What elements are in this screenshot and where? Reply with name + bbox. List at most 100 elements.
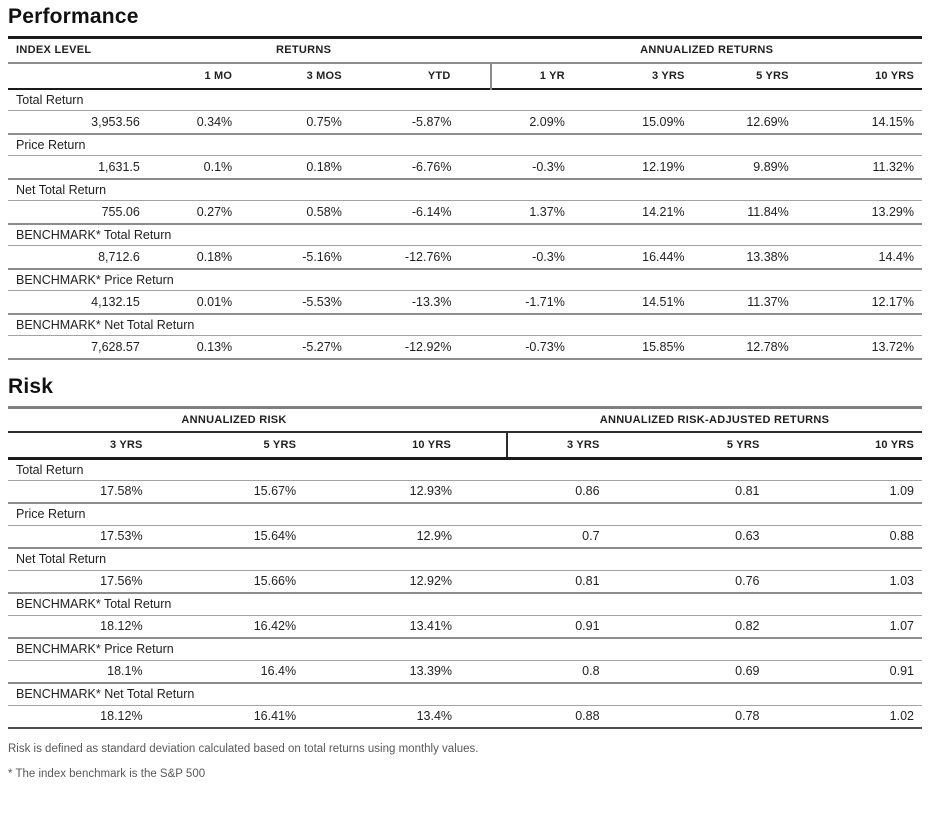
index-level-value: 8,712.6: [8, 245, 148, 270]
table-row-label: BENCHMARK* Total Return: [8, 223, 922, 246]
cell-value: 0.78: [607, 705, 768, 729]
row-group-label: Net Total Return: [8, 548, 922, 571]
cell-value: 14.15%: [796, 110, 922, 135]
table-row-label: BENCHMARK* Price Return: [8, 638, 922, 661]
cell-value: 0.18%: [240, 155, 350, 180]
cell-value: 9.89%: [692, 155, 797, 180]
cell-value: 18.12%: [8, 705, 151, 729]
performance-table: INDEX LEVEL RETURNS ANNUALIZED RETURNS 1…: [8, 36, 922, 360]
benchmark-footnote: * The index benchmark is the S&P 500: [8, 768, 206, 780]
cell-value: 0.88: [767, 525, 922, 549]
cell-value: 0.8: [507, 660, 608, 684]
factsheet-page: Performance INDEX LEVEL RETURNS ANNUALIZ…: [8, 5, 922, 781]
risk-period-header-row: 3 YRS 5 YRS 10 YRS 3 YRS 5 YRS 10 YRS: [8, 432, 922, 458]
col-header-risk-5yrs: 5 YRS: [263, 438, 297, 451]
col-header-radj-5yrs: 5 YRS: [726, 438, 760, 451]
index-level-value: 755.06: [8, 200, 148, 225]
table-row-values: 18.12% 16.42% 13.41% 0.91 0.82 1.07: [8, 615, 922, 639]
col-header-5yrs: 5 YRS: [756, 69, 789, 82]
cell-value: 0.91: [507, 615, 608, 639]
cell-value: 12.69%: [692, 110, 797, 135]
cell-value: 18.12%: [8, 615, 151, 639]
cell-value: 1.09: [767, 480, 922, 504]
cell-value: 16.4%: [150, 660, 305, 684]
col-header-3yrs: 3 YRS: [651, 69, 685, 82]
table-row-label: Total Return: [8, 458, 922, 481]
cell-value: 15.66%: [150, 570, 305, 594]
cell-value: -6.14%: [349, 200, 492, 225]
risk-group-header-row: ANNUALIZED RISK ANNUALIZED RISK-ADJUSTED…: [8, 407, 922, 432]
cell-value: 0.81: [607, 480, 768, 504]
cell-value: -5.53%: [240, 290, 350, 315]
annualized-risk-group-header: ANNUALIZED RISK: [181, 413, 287, 426]
cell-value: 1.07: [767, 615, 922, 639]
cell-value: 13.72%: [796, 335, 922, 360]
table-row-values: 18.12% 16.41% 13.4% 0.88 0.78 1.02: [8, 705, 922, 729]
col-header-ytd: YTD: [427, 69, 451, 82]
footnotes-section: Risk is defined as standard deviation ca…: [8, 742, 922, 781]
cell-value: 0.91: [767, 660, 922, 684]
table-row-values: 17.58% 15.67% 12.93% 0.86 0.81 1.09: [8, 480, 922, 504]
cell-value: 0.1%: [147, 155, 241, 180]
row-group-label: Total Return: [8, 88, 922, 111]
cell-value: 12.17%: [796, 290, 922, 315]
index-level-value: 4,132.15: [8, 290, 148, 315]
row-group-label: Price Return: [8, 133, 922, 156]
performance-period-header-row: 1 MO 3 MOS YTD 1 YR 3 YRS 5 YRS 10 YRS: [8, 62, 922, 89]
table-row-values: 7,628.57 0.13% -5.27% -12.92% -0.73% 15.…: [8, 335, 922, 360]
table-row-label: Price Return: [8, 503, 922, 526]
cell-value: 17.53%: [8, 525, 151, 549]
cell-value: 0.01%: [147, 290, 241, 315]
col-header-risk-3yrs: 3 YRS: [109, 438, 143, 451]
index-level-value: 3,953.56: [8, 110, 148, 135]
cell-value: 16.41%: [150, 705, 305, 729]
cell-value: 0.82: [607, 615, 768, 639]
cell-value: -0.73%: [491, 335, 573, 360]
row-group-label: BENCHMARK* Price Return: [8, 638, 922, 661]
cell-value: 12.9%: [304, 525, 508, 549]
table-row-values: 755.06 0.27% 0.58% -6.14% 1.37% 14.21% 1…: [8, 200, 922, 225]
cell-value: -5.87%: [349, 110, 492, 135]
cell-value: 0.69: [607, 660, 768, 684]
index-level-value: 7,628.57: [8, 335, 148, 360]
cell-value: 0.7: [507, 525, 608, 549]
cell-value: 1.37%: [491, 200, 573, 225]
cell-value: 18.1%: [8, 660, 151, 684]
col-header-1yr: 1 YR: [490, 62, 573, 89]
cell-value: 1.03: [767, 570, 922, 594]
cell-value: 14.21%: [572, 200, 693, 225]
returns-group-header: RETURNS: [276, 44, 332, 57]
table-row-values: 18.1% 16.4% 13.39% 0.8 0.69 0.91: [8, 660, 922, 684]
table-row-values: 3,953.56 0.34% 0.75% -5.87% 2.09% 15.09%…: [8, 110, 922, 135]
cell-value: 13.4%: [304, 705, 508, 729]
cell-value: 0.18%: [147, 245, 241, 270]
cell-value: 14.51%: [572, 290, 693, 315]
cell-value: 1.02: [767, 705, 922, 729]
cell-value: -12.92%: [349, 335, 492, 360]
cell-value: -1.71%: [491, 290, 573, 315]
cell-value: 14.4%: [796, 245, 922, 270]
cell-value: 0.34%: [147, 110, 241, 135]
table-row-label: Price Return: [8, 133, 922, 156]
cell-value: 0.75%: [240, 110, 350, 135]
risk-section-title: Risk: [8, 374, 54, 398]
risk-definition-footnote: Risk is defined as standard deviation ca…: [8, 743, 479, 755]
risk-table: ANNUALIZED RISK ANNUALIZED RISK-ADJUSTED…: [8, 405, 922, 729]
table-row-values: 17.53% 15.64% 12.9% 0.7 0.63 0.88: [8, 525, 922, 549]
row-group-label: Net Total Return: [8, 178, 922, 201]
col-header-risk-10yrs: 10 YRS: [412, 438, 452, 451]
cell-value: 12.78%: [692, 335, 797, 360]
annualized-returns-group-header: ANNUALIZED RETURNS: [640, 44, 774, 57]
cell-value: -12.76%: [349, 245, 492, 270]
col-header-radj-10yrs: 10 YRS: [875, 438, 914, 451]
cell-value: 17.56%: [8, 570, 151, 594]
row-group-label: BENCHMARK* Total Return: [8, 223, 922, 246]
cell-value: 0.86: [507, 480, 608, 504]
row-group-label: BENCHMARK* Net Total Return: [8, 683, 922, 706]
cell-value: 0.88: [507, 705, 608, 729]
row-group-label: Total Return: [8, 458, 922, 481]
row-group-label: BENCHMARK* Net Total Return: [8, 313, 922, 336]
table-row-label: BENCHMARK* Price Return: [8, 268, 922, 291]
table-row-values: 8,712.6 0.18% -5.16% -12.76% -0.3% 16.44…: [8, 245, 922, 270]
cell-value: 0.63: [607, 525, 768, 549]
